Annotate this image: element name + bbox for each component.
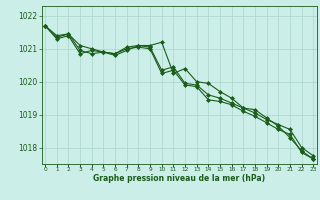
X-axis label: Graphe pression niveau de la mer (hPa): Graphe pression niveau de la mer (hPa) bbox=[93, 174, 265, 183]
